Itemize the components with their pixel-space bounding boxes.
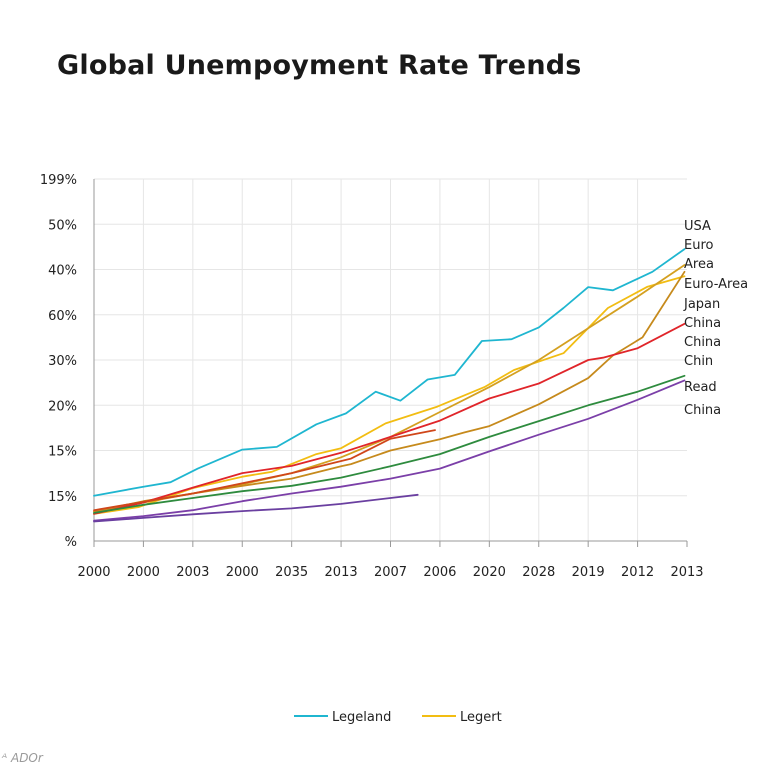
- series-end-label: China: [684, 403, 721, 418]
- axes: [93, 179, 688, 547]
- y-tick-label: 30%: [48, 354, 77, 369]
- watermark-logo: ᴬ ADOr: [2, 751, 43, 765]
- y-tick-label: %: [65, 535, 77, 550]
- series-line-9: [93, 493, 419, 523]
- y-tick-label: 20%: [48, 399, 77, 414]
- series-line-2: [93, 275, 686, 515]
- y-axis-tick-labels: % 15% 15% 20% 30% 60% 40% 50% 199%: [40, 173, 77, 550]
- series-end-label: Area: [684, 257, 714, 272]
- series-end-label: Japan: [683, 297, 720, 312]
- x-tick-label: 2000: [226, 565, 259, 580]
- series-end-label: Euro-Area: [684, 277, 748, 292]
- series-line-8: [93, 379, 686, 522]
- x-tick-label: 2012: [621, 565, 654, 580]
- x-tick-label: 2000: [77, 565, 110, 580]
- y-tick-label: 40%: [48, 264, 77, 279]
- y-tick-label: 15%: [48, 445, 77, 460]
- x-tick-label: 2003: [176, 565, 209, 580]
- x-tick-label: 2006: [423, 565, 456, 580]
- series-line-3: [93, 264, 686, 513]
- series-end-label: Chin: [684, 354, 713, 369]
- series-end-label: China: [684, 316, 721, 331]
- series-line-7: [93, 374, 686, 514]
- series-end-label: Read: [684, 380, 717, 395]
- x-axis-tick-labels: 2000 2000 2003 2000 2035 2013 2007 2006 2020 2028…: [77, 565, 703, 580]
- series-line-6: [93, 429, 436, 512]
- series-end-label: China: [684, 335, 721, 350]
- y-tick-label: 50%: [48, 218, 77, 233]
- grid: [94, 178, 687, 541]
- x-tick-label: 2013: [670, 565, 703, 580]
- series-end-label: Euro: [684, 238, 714, 253]
- y-tick-label: 15%: [48, 490, 77, 505]
- y-tick-label: 60%: [48, 309, 77, 324]
- x-tick-label: 2019: [572, 565, 605, 580]
- x-tick-label: 2000: [127, 565, 160, 580]
- x-tick-label: 2007: [374, 565, 407, 580]
- series-lines: [93, 248, 686, 523]
- legend-label: Legert: [460, 710, 502, 725]
- y-tick-label: 199%: [40, 173, 77, 188]
- series-line-4: [93, 270, 686, 513]
- x-tick-label: 2028: [522, 565, 555, 580]
- x-tick-label: 2013: [325, 565, 358, 580]
- legend-label: Legeland: [332, 710, 391, 725]
- series-end-labels: USA Euro Area Euro-Area Japan China China Chin R…: [683, 219, 748, 418]
- chart-title: Global Unempoyment Rate Trends: [57, 50, 582, 81]
- x-tick-label: 2035: [275, 565, 308, 580]
- series-line-1: [93, 248, 686, 497]
- legend: Legeland Legert: [294, 710, 502, 725]
- series-end-label: USA: [684, 219, 711, 234]
- series-line-5: [93, 322, 686, 515]
- x-tick-label: 2020: [473, 565, 506, 580]
